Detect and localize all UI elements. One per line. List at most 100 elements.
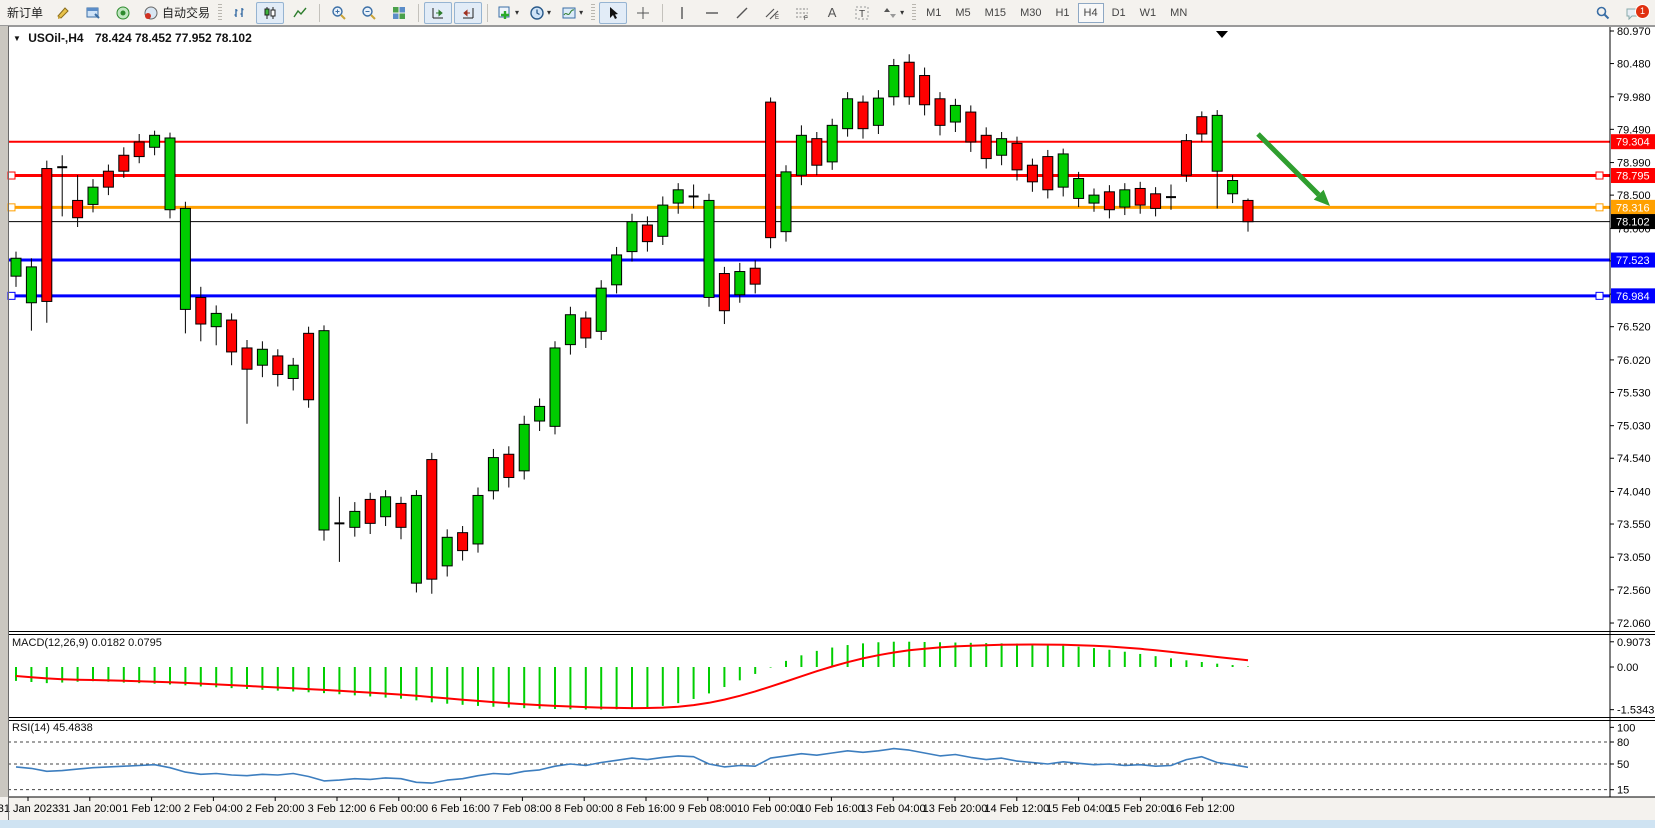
timeframe-m15[interactable]: M15 xyxy=(984,6,1007,19)
horizontal-line-tool-icon[interactable] xyxy=(698,2,726,24)
text-tool-icon[interactable]: A xyxy=(827,5,837,20)
bear-candle xyxy=(1180,140,1192,176)
price-tick-label: 75.030 xyxy=(1617,421,1651,433)
styler-icon[interactable] xyxy=(49,2,77,24)
rsi-axis-label: 100 xyxy=(1617,722,1635,734)
add-indicator-icon[interactable]: ▾ xyxy=(493,2,523,24)
fibonacci-tool-icon[interactable]: F xyxy=(788,2,816,24)
horizontal-lines-layer xyxy=(7,140,1610,300)
bull-candle xyxy=(256,348,268,366)
line-handle[interactable] xyxy=(1595,203,1604,212)
window-left-edge xyxy=(0,26,8,828)
bull-candle xyxy=(287,364,299,380)
price-tick-label: 72.560 xyxy=(1617,585,1651,597)
bull-candle xyxy=(657,204,669,237)
cursor-tool-icon[interactable] xyxy=(599,1,628,24)
auto-trading-label: 自动交易 xyxy=(162,6,211,20)
date-tick-label: 6 Feb 16:00 xyxy=(431,803,490,815)
new-order-button[interactable]: 新订单 xyxy=(7,6,44,20)
price-tick-label: 72.060 xyxy=(1617,618,1651,630)
line-handle[interactable] xyxy=(7,203,16,212)
line-handle[interactable] xyxy=(7,171,16,180)
timeframe-mn[interactable]: MN xyxy=(1170,6,1188,19)
toolbar-grip[interactable] xyxy=(912,3,917,22)
chart-shift-marker[interactable] xyxy=(1216,31,1228,38)
bear-candle xyxy=(965,111,977,143)
bear-candle xyxy=(503,453,515,479)
bull-candle xyxy=(996,138,1008,156)
line-handle[interactable] xyxy=(1595,291,1604,300)
bull-candle xyxy=(888,65,900,98)
notification-icon[interactable]: 1 xyxy=(1619,2,1650,24)
bull-candle xyxy=(518,423,530,472)
timeframe-h4[interactable]: H4 xyxy=(1077,2,1104,23)
date-tick-label: 16 Feb 12:00 xyxy=(1170,803,1235,815)
timeframe-h1[interactable]: H1 xyxy=(1055,6,1070,19)
label-tool-icon[interactable]: T xyxy=(848,2,876,24)
trend-arrow-annotation[interactable] xyxy=(1256,132,1330,206)
price-tick-label: 79.980 xyxy=(1617,92,1651,104)
period-selector-icon[interactable]: ▾ xyxy=(525,2,555,24)
timeframe-m5[interactable]: M5 xyxy=(955,6,971,19)
toolbar-grip[interactable] xyxy=(591,3,596,22)
search-icon[interactable] xyxy=(1589,2,1617,24)
bear-candle xyxy=(718,273,730,312)
bar-chart-type-icon[interactable] xyxy=(226,2,254,24)
template-icon[interactable]: ▾ xyxy=(557,2,587,24)
rsi-pane[interactable]: 100 80 50 15 xyxy=(8,722,1635,797)
macd-signal-line xyxy=(15,643,1249,710)
toolbar-grip[interactable] xyxy=(218,3,223,22)
line-handle[interactable] xyxy=(1595,171,1604,180)
line-handle[interactable] xyxy=(7,291,16,300)
macd-indicator-label: MACD(12,26,9) 0.0182 0.0795 xyxy=(12,637,162,649)
line-chart-type-icon[interactable] xyxy=(286,2,314,24)
timeframe-m30[interactable]: M30 xyxy=(1020,6,1042,19)
bull-candle xyxy=(626,221,638,253)
macd-axis-label: -1.5343 xyxy=(1617,705,1654,717)
timeframe-m1[interactable]: M1 xyxy=(926,6,942,19)
chevron-down-icon: ▾ xyxy=(547,8,552,17)
bull-candle xyxy=(549,347,561,427)
chart-collapse-icon[interactable]: ▼ xyxy=(13,34,21,43)
arrows-tool-icon[interactable]: ▾ xyxy=(878,2,908,24)
bull-candle xyxy=(1057,153,1069,188)
svg-text:T: T xyxy=(859,9,865,20)
main-toolbar: 新订单 自动交易 xyxy=(0,0,1655,26)
bull-candle xyxy=(472,494,484,545)
bear-candle xyxy=(919,75,931,106)
bull-candle xyxy=(349,510,361,528)
bear-candle xyxy=(272,355,284,376)
chart-shift-icon[interactable] xyxy=(454,1,483,24)
channel-tool-icon[interactable]: E xyxy=(758,2,786,24)
date-tick-label: 14 Feb 12:00 xyxy=(984,803,1049,815)
bear-candle xyxy=(133,141,145,158)
bear-candle xyxy=(457,532,469,552)
zoom-in-icon[interactable] xyxy=(325,2,353,24)
tile-windows-icon[interactable] xyxy=(385,2,413,24)
bull-candle xyxy=(1211,114,1223,172)
market-watch-icon[interactable] xyxy=(79,2,107,24)
candlestick-chart-type-icon[interactable] xyxy=(256,1,285,24)
bull-candle xyxy=(1073,178,1085,199)
timeframe-w1[interactable]: W1 xyxy=(1139,6,1157,19)
date-tick-label: 13 Feb 04:00 xyxy=(861,803,926,815)
chart-title[interactable]: ▼ USOil-,H4 78.424 78.452 77.952 78.102 xyxy=(13,31,252,45)
timeframe-d1[interactable]: D1 xyxy=(1111,6,1126,19)
bear-candle xyxy=(1011,142,1023,171)
date-axis[interactable]: 31 Jan 2023 31 Jan 20:00 1 Feb 12:00 2 Feb … xyxy=(0,797,1235,815)
trendline-tool-icon[interactable] xyxy=(728,2,756,24)
bear-candle xyxy=(41,168,53,302)
macd-pane[interactable]: 0.9073 0.00 -1.5343 xyxy=(15,637,1654,717)
crosshair-tool-icon[interactable] xyxy=(629,2,657,24)
vertical-line-tool-icon[interactable] xyxy=(668,2,696,24)
auto-trading-button[interactable]: 自动交易 xyxy=(139,2,214,24)
chevron-down-icon: ▾ xyxy=(515,8,520,17)
date-tick-label: 2 Feb 04:00 xyxy=(184,803,243,815)
auto-scroll-icon[interactable] xyxy=(424,1,453,24)
bear-candle xyxy=(857,101,869,130)
signal-icon[interactable] xyxy=(109,2,137,24)
zoom-out-icon[interactable] xyxy=(355,2,383,24)
macd-axis-label: 0.00 xyxy=(1617,662,1638,674)
